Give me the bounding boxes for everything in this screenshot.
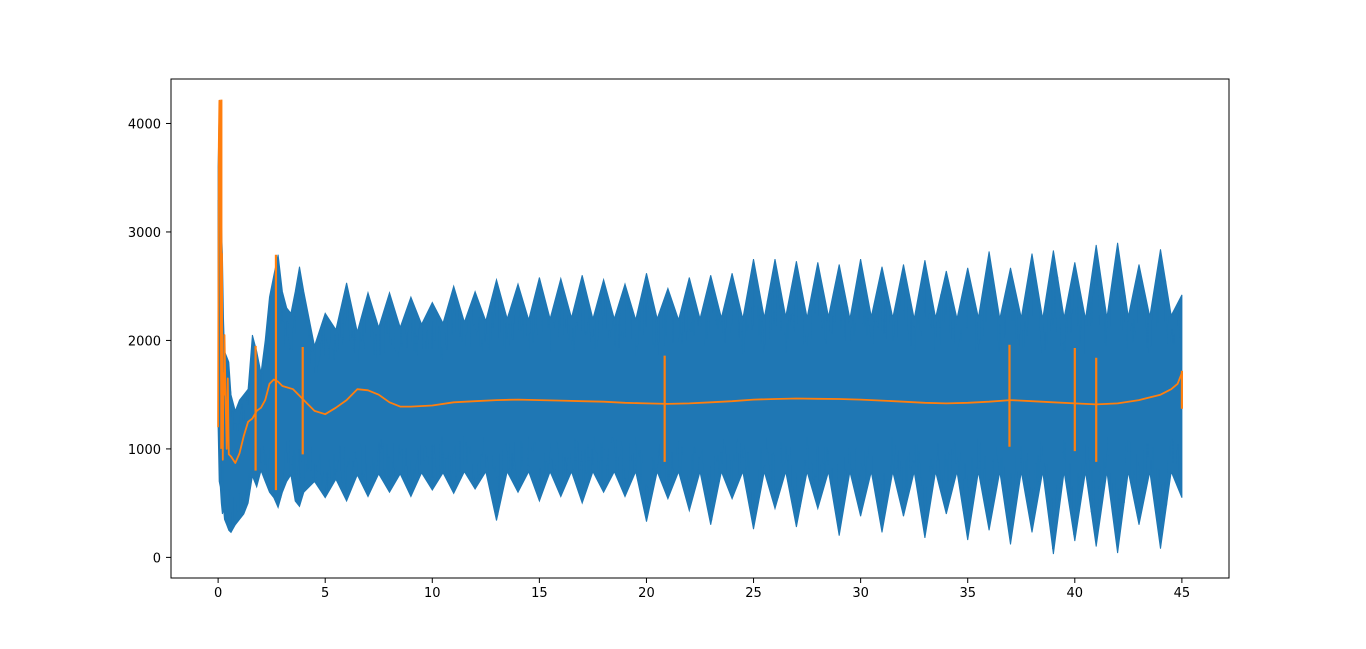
y-tick-label: 1000 [128, 443, 161, 458]
x-tick-label: 5 [321, 586, 329, 601]
x-axis: 0 5 10 15 20 25 30 35 40 45 [214, 578, 1190, 601]
x-tick-label: 15 [531, 586, 548, 601]
x-tick-label: 45 [1174, 586, 1191, 601]
trend-line [217, 99, 1183, 464]
x-tick-label: 35 [959, 586, 976, 601]
x-tick-label: 20 [638, 586, 655, 601]
axes-frame [170, 78, 1230, 579]
y-tick-label: 2000 [128, 334, 161, 349]
x-tick-label: 25 [745, 586, 762, 601]
x-tick-label: 30 [852, 586, 869, 601]
y-tick-label: 3000 [128, 226, 161, 241]
x-tick-label: 0 [214, 586, 222, 601]
y-tick-label: 0 [153, 551, 161, 566]
x-tick-label: 40 [1067, 586, 1084, 601]
series-trend [217, 99, 1183, 491]
y-tick-label: 4000 [128, 117, 161, 132]
x-tick-label: 10 [424, 586, 441, 601]
y-axis: 0 1000 2000 3000 4000 [128, 117, 171, 566]
